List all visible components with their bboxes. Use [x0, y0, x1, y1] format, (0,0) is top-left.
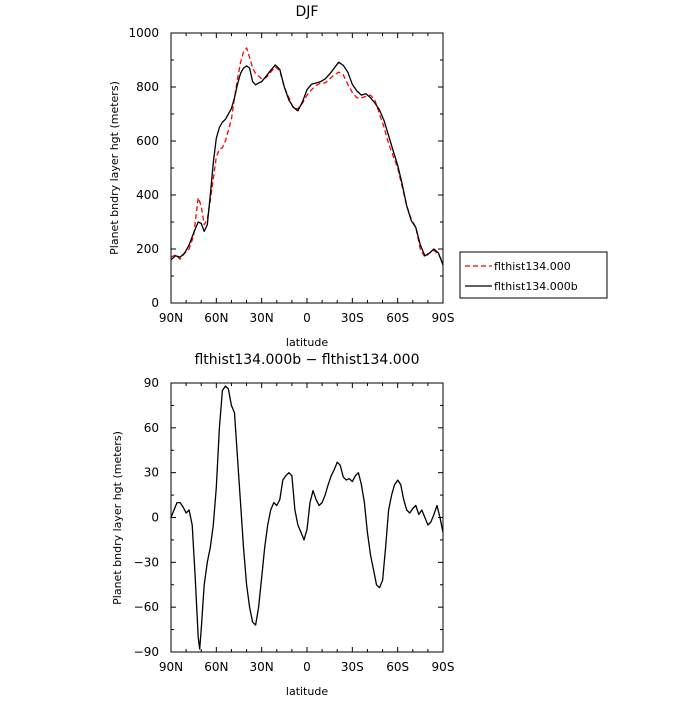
top-x-tick-label: 60S	[386, 311, 409, 325]
top-y-axis-label: Planet bndry layer hgt (meters)	[108, 81, 121, 255]
bottom-y-axis-label: Planet bndry layer hgt (meters)	[111, 431, 124, 605]
bottom-plot-frame	[170, 382, 444, 653]
legend: flthist134.000 flthist134.000b	[459, 251, 608, 299]
top-x-axis: 90N 60N 30N 0 30S 60S 90S	[159, 33, 455, 325]
bottom-y-tick-label: 90	[144, 376, 159, 390]
bottom-x-tick-label: 0	[303, 660, 311, 674]
legend-box	[459, 251, 608, 299]
bottom-y-tick-label: 60	[144, 421, 159, 435]
legend-label-series-2: flthist134.000b	[494, 280, 578, 293]
bottom-y-tick-label: 30	[144, 466, 159, 480]
top-plot-frame	[170, 32, 444, 304]
top-y-tick-label: 1000	[128, 26, 159, 40]
top-series-line-2	[170, 61, 444, 266]
bottom-plot-area	[170, 385, 444, 650]
top-x-tick-label: 30S	[341, 311, 364, 325]
top-y-tick-label: 800	[136, 80, 159, 94]
top-y-tick-label: 600	[136, 134, 159, 148]
bottom-x-tick-label: 30N	[250, 660, 274, 674]
bottom-y-tick-label: −60	[134, 600, 159, 614]
bottom-x-tick-label: 60S	[386, 660, 409, 674]
top-x-tick-label: 90N	[159, 311, 183, 325]
top-x-tick-label: 30N	[250, 311, 274, 325]
bottom-series-line-1	[170, 385, 444, 650]
top-x-tick-label: 0	[303, 311, 311, 325]
top-plot-area	[170, 47, 444, 266]
bottom-x-tick-label: 30S	[341, 660, 364, 674]
top-series-line-1	[170, 47, 444, 263]
top-chart-title: DJF	[296, 4, 319, 20]
bottom-chart-panel: flthist134.000b − flthist134.000 90N 60N 3…	[111, 352, 454, 698]
bottom-y-tick-label: −30	[134, 555, 159, 569]
top-y-axis: 0 200 400 600 800 1000	[128, 26, 443, 310]
bottom-x-tick-label: 60N	[204, 660, 228, 674]
bottom-chart-title: flthist134.000b − flthist134.000	[194, 352, 419, 368]
bottom-x-axis: 90N 60N 30N 0 30S 60S 90S	[159, 383, 455, 674]
top-x-axis-label: latitude	[286, 336, 328, 349]
bottom-x-tick-label: 90S	[432, 660, 455, 674]
legend-label-series-1: flthist134.000	[494, 260, 571, 273]
bottom-x-axis-label: latitude	[286, 685, 328, 698]
top-x-tick-label: 60N	[204, 311, 228, 325]
top-y-tick-label: 400	[136, 188, 159, 202]
top-chart-panel: DJF 90N 60N 30N 0 30S 60S 90S 0 200 400 600 800 100…	[108, 4, 608, 349]
bottom-y-tick-label: 0	[151, 511, 159, 525]
top-y-tick-label: 0	[151, 296, 159, 310]
top-x-tick-label: 90S	[432, 311, 455, 325]
bottom-y-axis: −90 −60 −30 0 30 60 90	[134, 376, 443, 659]
top-y-tick-label: 200	[136, 242, 159, 256]
bottom-y-tick-label: −90	[134, 645, 159, 659]
bottom-x-tick-label: 90N	[159, 660, 183, 674]
